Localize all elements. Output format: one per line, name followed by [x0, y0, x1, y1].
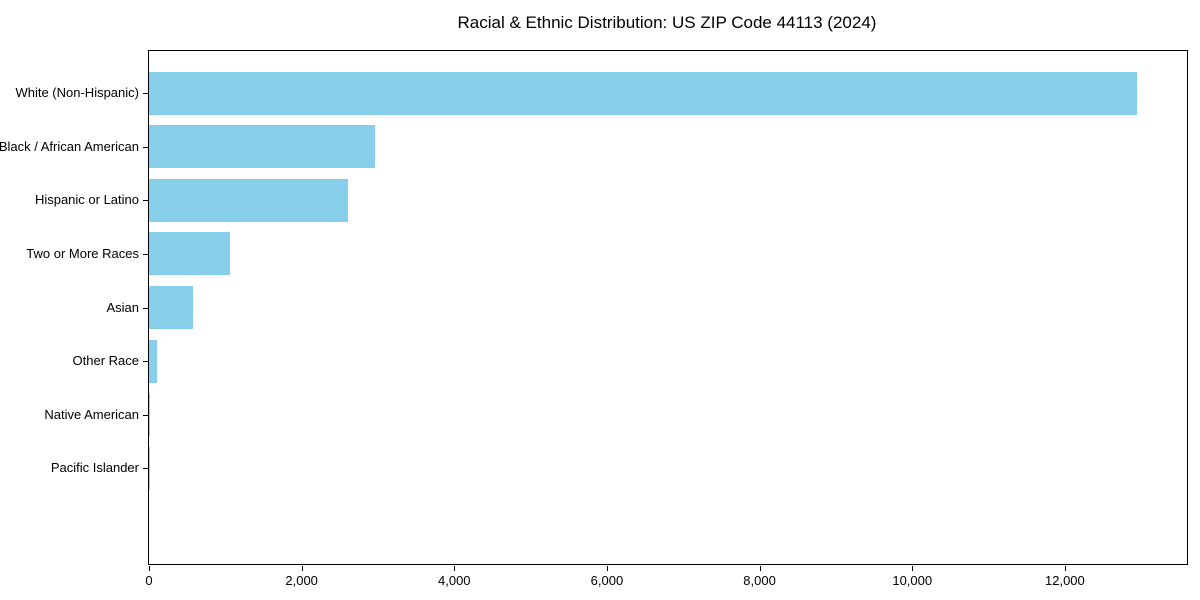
bar [149, 232, 230, 276]
bar [149, 178, 349, 222]
y-tick-label: Other Race [72, 353, 139, 369]
y-tick-label: Black / African American [0, 138, 139, 154]
x-tick-label: 2,000 [285, 573, 318, 588]
bar [149, 286, 193, 329]
y-tick-label: Two or More Races [26, 245, 139, 261]
x-axis-tick [760, 566, 761, 571]
y-tick-label: White (Non-Hispanic) [15, 85, 139, 101]
y-axis-tick [143, 361, 148, 362]
x-tick-label: 10,000 [892, 573, 933, 588]
y-tick-label: Native American [44, 406, 139, 422]
plot-area: White (Non-Hispanic) Black / African Amer… [0, 50, 1188, 588]
y-tick-label: Hispanic or Latino [34, 192, 139, 208]
x-tick-label: 6,000 [590, 573, 624, 588]
x-axis-tick [454, 566, 455, 571]
y-axis-tick [143, 308, 148, 309]
bar [149, 71, 1138, 115]
x-axis-tick [912, 566, 913, 571]
y-axis-tick [143, 147, 148, 148]
x-tick-label: 12,000 [1044, 573, 1085, 588]
y-tick-label: Asian [106, 299, 139, 315]
x-tick-label: 4,000 [438, 573, 471, 588]
y-axis-tick [143, 93, 148, 94]
x-axis-tick [607, 566, 608, 571]
bar [149, 393, 151, 437]
x-axis-tick [302, 566, 303, 571]
y-axis-tick [143, 200, 148, 201]
y-axis-tick [143, 415, 148, 416]
x-axis-tick [1065, 566, 1066, 571]
y-tick-label: Pacific Islander [50, 460, 139, 476]
x-axis-tick [149, 566, 150, 571]
y-axis-tick [143, 468, 148, 469]
bar [149, 339, 157, 383]
x-tick-label: 0 [145, 573, 153, 588]
bar [149, 125, 376, 169]
chart-title: Racial & Ethnic Distribution: US ZIP Cod… [457, 13, 877, 32]
x-tick-label: 8,000 [743, 573, 776, 588]
y-axis-tick [143, 254, 148, 255]
